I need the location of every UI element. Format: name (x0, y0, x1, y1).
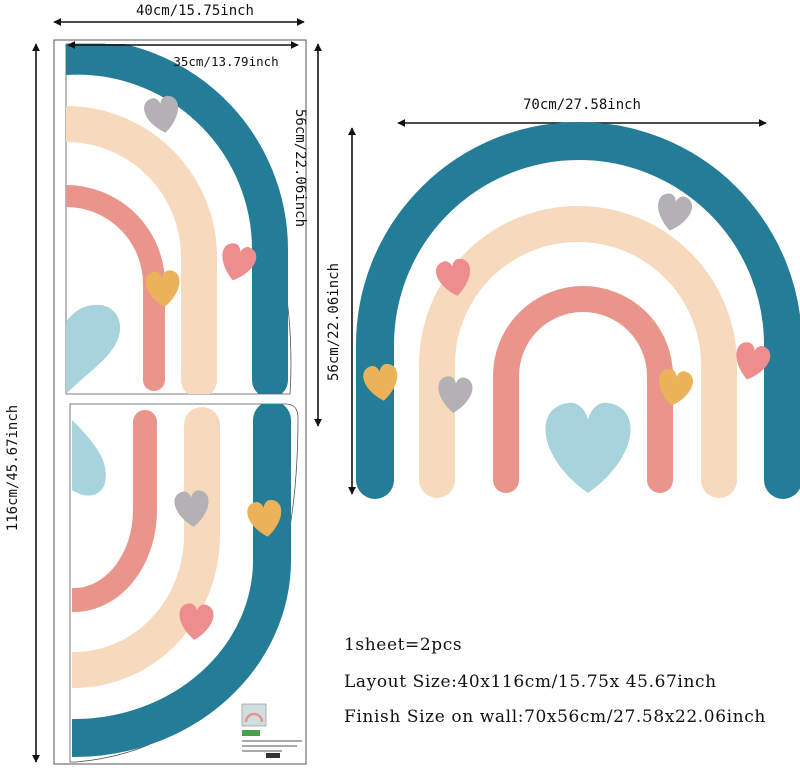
label-logo (242, 730, 260, 736)
label-print-2 (242, 745, 297, 747)
gray-heart-top (144, 95, 179, 133)
peach-band-top (66, 106, 217, 394)
blue-heart-half-bottom (72, 420, 106, 496)
salmon-band-assembled (493, 286, 673, 493)
layout-height-label: 116cm/45.67inch (5, 405, 21, 531)
finish-size-text: Finish Size on wall:70x56cm/27.58x22.06i… (344, 707, 766, 727)
gray-heart-bottom (174, 490, 209, 527)
piece-height-label: 56cm/22.06inch (292, 109, 308, 227)
finish-width-label: 70cm/27.58inch (523, 97, 641, 113)
finish-height-label: 56cm/22.06inch (326, 263, 342, 381)
mustard-heart-top (145, 270, 180, 307)
mustard-heart-left (363, 364, 398, 401)
decal-sheet (53, 39, 307, 765)
mustard-heart-right (658, 368, 693, 406)
piece-width-label: 35cm/13.79inch (173, 54, 278, 69)
assembled-rainbow (356, 122, 800, 499)
layout-width-label: 40cm/15.75inch (136, 3, 254, 19)
pink-heart-bottom (179, 603, 214, 640)
rainbow-piece-bottom (69, 403, 302, 763)
teal-band-top (66, 44, 289, 394)
peach-band-assembled (419, 206, 737, 498)
pink-heart-upper-left (436, 258, 471, 296)
rainbow-piece-top (65, 43, 292, 395)
pink-heart-right (736, 342, 771, 380)
gray-heart-lower-left (438, 376, 473, 413)
gray-heart-upper-right (658, 193, 693, 231)
layout-size-text: Layout Size:40x116cm/15.75x 45.67inch (344, 672, 717, 692)
teal-band-bottom (72, 404, 291, 757)
blue-heart-center (545, 402, 631, 493)
pieces-count-text: 1sheet=2pcs (344, 635, 463, 655)
label-photo-rainbow-mark (244, 712, 264, 723)
manufacturer-label (241, 703, 302, 758)
peach-band-bottom (72, 407, 220, 688)
label-print-3 (242, 750, 282, 752)
salmon-band-bottom (72, 410, 157, 612)
label-code-box (266, 753, 280, 758)
label-print-1 (242, 740, 302, 742)
blue-heart-half-top (66, 304, 121, 394)
mustard-heart-bottom (247, 500, 282, 537)
teal-band-assembled (356, 122, 800, 499)
dimension-lines: 40cm/15.75inch 35cm/13.79inch 116cm/45.6… (5, 3, 767, 763)
pink-heart-top (222, 243, 257, 281)
